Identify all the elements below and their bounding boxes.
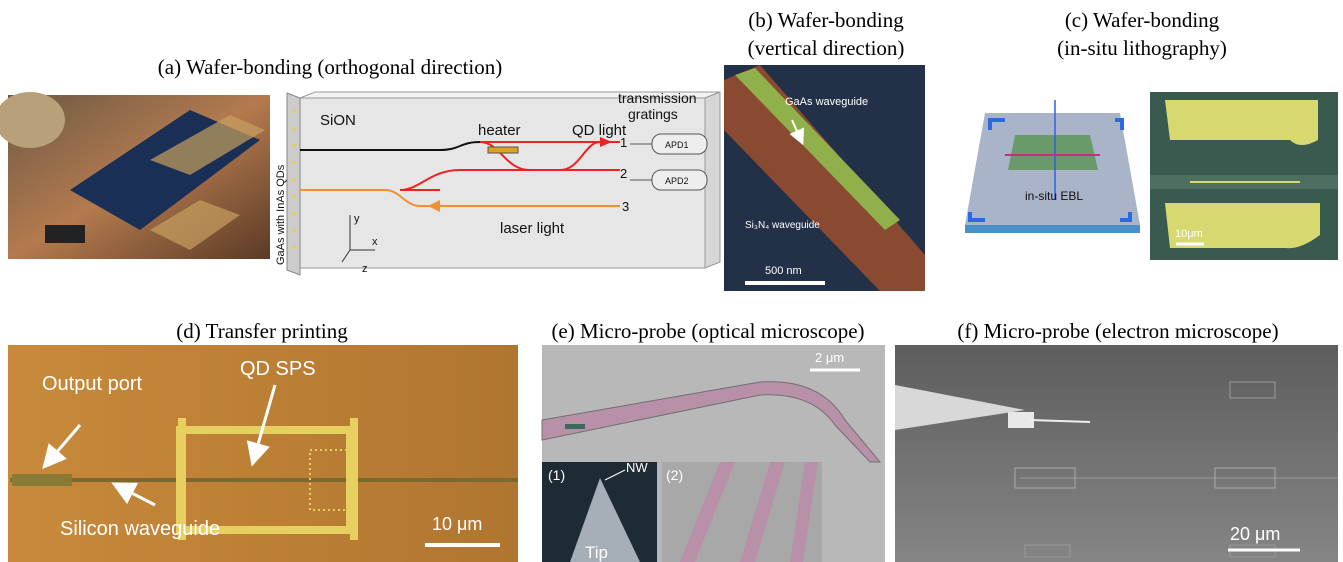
label: APD1 bbox=[665, 140, 689, 150]
label: 3 bbox=[622, 199, 629, 214]
label: laser light bbox=[500, 220, 565, 237]
label: Silicon waveguide bbox=[60, 518, 220, 540]
label: heater bbox=[478, 122, 521, 139]
label: y bbox=[354, 213, 360, 225]
label: (2) bbox=[666, 467, 683, 483]
label: 500 nm bbox=[765, 265, 802, 277]
label: Output port bbox=[42, 373, 143, 395]
label: QD SPS bbox=[240, 358, 316, 380]
sem-f bbox=[895, 345, 1338, 562]
label: GaAs waveguide bbox=[785, 96, 868, 108]
micrograph-c bbox=[1150, 92, 1338, 260]
label: (1) bbox=[548, 467, 565, 483]
schematic-a bbox=[286, 91, 721, 276]
panel-title: (b) Wafer-bonding bbox=[748, 8, 904, 32]
panel-title: (f) Micro-probe (electron microscope) bbox=[957, 319, 1278, 343]
label: x bbox=[372, 236, 378, 248]
panel-title: (in-situ lithography) bbox=[1057, 36, 1227, 60]
label: QD light bbox=[572, 122, 627, 139]
sem-b bbox=[724, 65, 925, 291]
label: 10 μm bbox=[432, 514, 482, 534]
label: GaAs with InAs QDs bbox=[275, 164, 287, 265]
label: 20 μm bbox=[1230, 524, 1280, 544]
label: Tip bbox=[585, 543, 608, 562]
label: gratings bbox=[628, 106, 678, 122]
label: transmission bbox=[618, 90, 697, 106]
panel-title: (e) Micro-probe (optical microscope) bbox=[551, 319, 864, 343]
label: 2 bbox=[620, 166, 627, 181]
micrograph-e bbox=[541, 345, 885, 562]
label: z bbox=[362, 263, 368, 275]
label: 2 μm bbox=[815, 350, 844, 365]
panel-title: (c) Wafer-bonding bbox=[1065, 8, 1220, 32]
label: in-situ EBL bbox=[1025, 189, 1083, 203]
label: 1 bbox=[620, 135, 627, 150]
panel-title: (d) Transfer printing bbox=[176, 319, 348, 343]
label: 10μm bbox=[1175, 228, 1203, 240]
photo-a bbox=[0, 92, 270, 259]
label: NW bbox=[626, 460, 648, 475]
schematic-c bbox=[965, 100, 1140, 233]
micrograph-d bbox=[8, 345, 518, 562]
label: APD2 bbox=[665, 176, 689, 186]
panel-title: (vertical direction) bbox=[748, 36, 905, 60]
label: SiON bbox=[320, 112, 356, 129]
panel-title: (a) Wafer-bonding (orthogonal direction) bbox=[158, 55, 502, 79]
label: Si₃N₄ waveguide bbox=[745, 220, 820, 231]
